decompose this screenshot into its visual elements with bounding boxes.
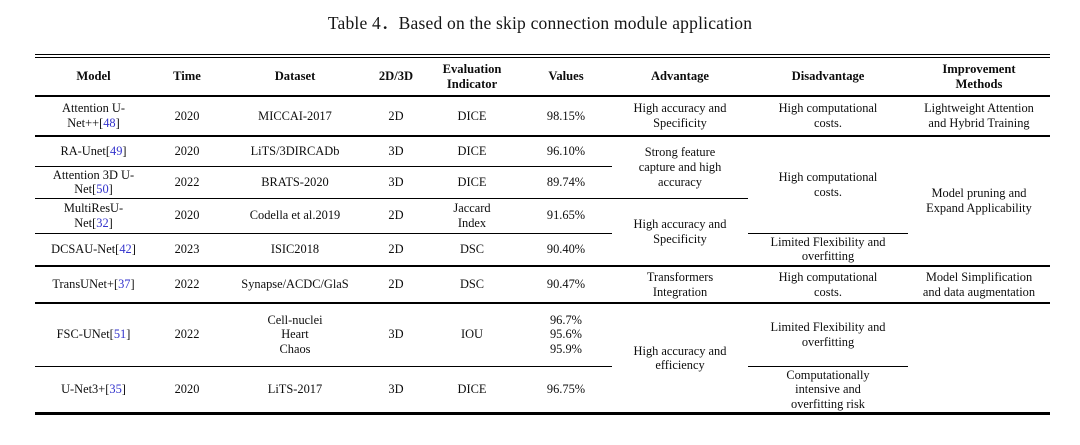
cell-dataset: Synapse/ACDC/GlaS	[222, 266, 368, 304]
cell-time: 2020	[152, 96, 222, 137]
cell-dimension: 3D	[368, 166, 424, 199]
cell-time: 2020	[152, 136, 222, 167]
cell-dimension: 3D	[368, 136, 424, 167]
table-body: Attention U- Net++[48] 2020 MICCAI-2017 2D D…	[35, 96, 1050, 416]
citation-link[interactable]: 48	[103, 116, 116, 130]
cell-dataset: MICCAI-2017	[222, 96, 368, 137]
col-header-disadvantage: Disadvantage	[748, 56, 908, 97]
cell-model: Attention 3D U- Net[50]	[35, 166, 152, 199]
table-row: TransUNet+[37] 2022 Synapse/ACDC/GlaS 2D DSC…	[35, 266, 1050, 304]
table-row: RA-Unet[49] 2020 LiTS/3DIRCADb 3D DICE 96.10%…	[35, 136, 1050, 267]
cell-advantage: High accuracy and efficiency	[612, 303, 748, 416]
cell-values: 89.74%	[520, 166, 612, 199]
cell-advantage: Strong feature capture and high accuracy	[612, 136, 748, 199]
cell-disadvantage: Limited Flexibility and overfitting	[748, 303, 908, 367]
cell-disadvantage: High computational costs.	[748, 266, 908, 304]
citation-link[interactable]: 42	[119, 242, 132, 257]
col-header-model: Model	[35, 56, 152, 97]
cell-dataset: Codella et al.2019	[222, 198, 368, 234]
cell-dataset: Cell-nuclei Heart Chaos	[222, 303, 368, 367]
cell-dataset: ISIC2018	[222, 233, 368, 267]
cell-model: TransUNet+[37]	[35, 266, 152, 304]
cell-dataset: LiTS/3DIRCADb	[222, 136, 368, 167]
citation-link[interactable]: 50	[96, 182, 109, 197]
cell-evaluation-indicator: Jaccard Index	[424, 198, 520, 234]
cell-advantage: High accuracy and Specificity	[612, 96, 748, 137]
cell-values: 91.65%	[520, 198, 612, 234]
cell-model: Attention U- Net++[48]	[35, 96, 152, 137]
table-row: Attention 3D U- Net[50] 2022 BRATS-2020 3D D…	[35, 166, 1050, 199]
cell-evaluation-indicator: DSC	[424, 233, 520, 267]
table-row: Attention U- Net++[48] 2020 MICCAI-2017 2D D…	[35, 96, 1050, 137]
header-row: Model Time Dataset 2D/3D Evaluation Indicato…	[35, 56, 1050, 97]
col-header-time: Time	[152, 56, 222, 97]
cell-evaluation-indicator: IOU	[424, 303, 520, 367]
col-header-values: Values	[520, 56, 612, 97]
cell-disadvantage: Limited Flexibility and overfitting	[748, 233, 908, 267]
cell-values: 96.7% 95.6% 95.9%	[520, 303, 612, 367]
cell-advantage: High accuracy and Specificity	[612, 198, 748, 267]
table-row: MultiResU- Net[32] 2020 Codella et al.2019…	[35, 198, 1050, 267]
cell-improvement-methods: Lightweight Attention and Hybrid Trainin…	[908, 96, 1050, 137]
cell-disadvantage: High computational costs.	[748, 136, 908, 234]
cell-model: RA-Unet[49]	[35, 136, 152, 167]
cell-improvement-methods: Model pruning and Expand Applicability	[908, 136, 1050, 267]
cell-dataset: BRATS-2020	[222, 166, 368, 199]
cell-improvement-methods: Model Simplification and data augmentati…	[908, 266, 1050, 304]
cell-dimension: 2D	[368, 233, 424, 267]
cell-model: U-Net3+[35]	[35, 366, 152, 416]
table-caption: Table 4．Based on the skip connection mod…	[327, 13, 753, 33]
cell-disadvantage: Computationally intensive and overfittin…	[748, 366, 908, 416]
citation-link[interactable]: 32	[96, 215, 109, 230]
cell-time: 2022	[152, 166, 222, 199]
cell-evaluation-indicator: DICE	[424, 136, 520, 167]
cell-dimension: 2D	[368, 266, 424, 304]
col-header-evaluation-indicator: Evaluation Indicator	[424, 56, 520, 97]
cell-evaluation-indicator: DSC	[424, 266, 520, 304]
cell-evaluation-indicator: DICE	[424, 166, 520, 199]
citation-link[interactable]: 37	[118, 277, 131, 292]
cell-values: 96.10%	[520, 136, 612, 167]
cell-time: 2022	[152, 303, 222, 367]
cell-dataset: LiTS-2017	[222, 366, 368, 416]
col-header-advantage: Advantage	[612, 56, 748, 97]
cell-model: MultiResU- Net[32]	[35, 198, 152, 234]
cell-disadvantage: High computational costs.	[748, 96, 908, 137]
cell-model: FSC-UNet[51]	[35, 303, 152, 367]
cell-time: 2020	[152, 366, 222, 416]
cell-advantage: Transformers Integration	[612, 266, 748, 304]
citation-link[interactable]: 51	[113, 327, 127, 342]
cell-evaluation-indicator: DICE	[424, 366, 520, 416]
cell-evaluation-indicator: DICE	[424, 96, 520, 137]
table-row: DCSAU-Net[42] 2023 ISIC2018 2D DSC 90.40% Limi…	[35, 233, 1050, 267]
col-header-dimension: 2D/3D	[368, 56, 424, 97]
cell-dimension: 2D	[368, 96, 424, 137]
cell-time: 2023	[152, 233, 222, 267]
cell-model: DCSAU-Net[42]	[35, 233, 152, 267]
citation-link[interactable]: 35	[109, 382, 122, 397]
table-row: U-Net3+[35] 2020 LiTS-2017 3D DICE 96.75% Comp…	[35, 366, 1050, 416]
results-table: Model Time Dataset 2D/3D Evaluation Indicato…	[35, 54, 1050, 416]
cell-dimension: 2D	[368, 198, 424, 234]
citation-link[interactable]: 49	[110, 143, 123, 158]
cell-time: 2020	[152, 198, 222, 234]
cell-time: 2022	[152, 266, 222, 304]
cell-values: 90.47%	[520, 266, 612, 304]
cell-values: 98.15%	[520, 96, 612, 137]
cell-dimension: 3D	[368, 303, 424, 367]
cell-improvement-methods	[908, 303, 1050, 416]
table-row: FSC-UNet[51] 2022 Cell-nuclei Heart Chaos 3…	[35, 303, 1050, 416]
cell-values: 96.75%	[520, 366, 612, 416]
col-header-improvement-methods: Improvement Methods	[908, 56, 1050, 97]
cell-values: 90.40%	[520, 233, 612, 267]
cell-dimension: 3D	[368, 366, 424, 416]
col-header-dataset: Dataset	[222, 56, 368, 97]
